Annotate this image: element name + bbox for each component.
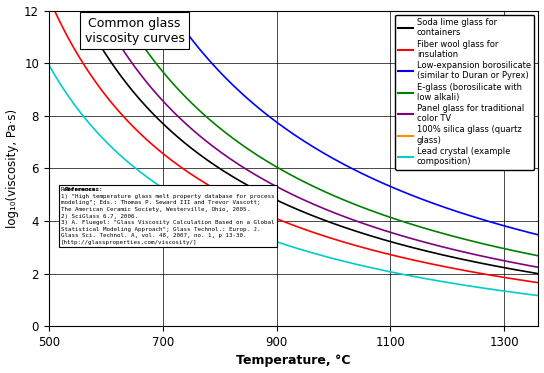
X-axis label: Temperature, °C: Temperature, °C — [237, 354, 351, 367]
Y-axis label: log₁₀(viscosity, Pa·s): log₁₀(viscosity, Pa·s) — [5, 109, 18, 228]
Legend: Soda lime glass for
containers, Fiber wool glass for
insulation, Low-expansion b: Soda lime glass for containers, Fiber wo… — [395, 15, 534, 170]
Text: References:
1) "High temperature glass melt property database for process
modeli: References: 1) "High temperature glass m… — [61, 187, 275, 245]
Text: Common glass
viscosity curves: Common glass viscosity curves — [84, 17, 184, 45]
Text: References:: References: — [65, 187, 103, 192]
